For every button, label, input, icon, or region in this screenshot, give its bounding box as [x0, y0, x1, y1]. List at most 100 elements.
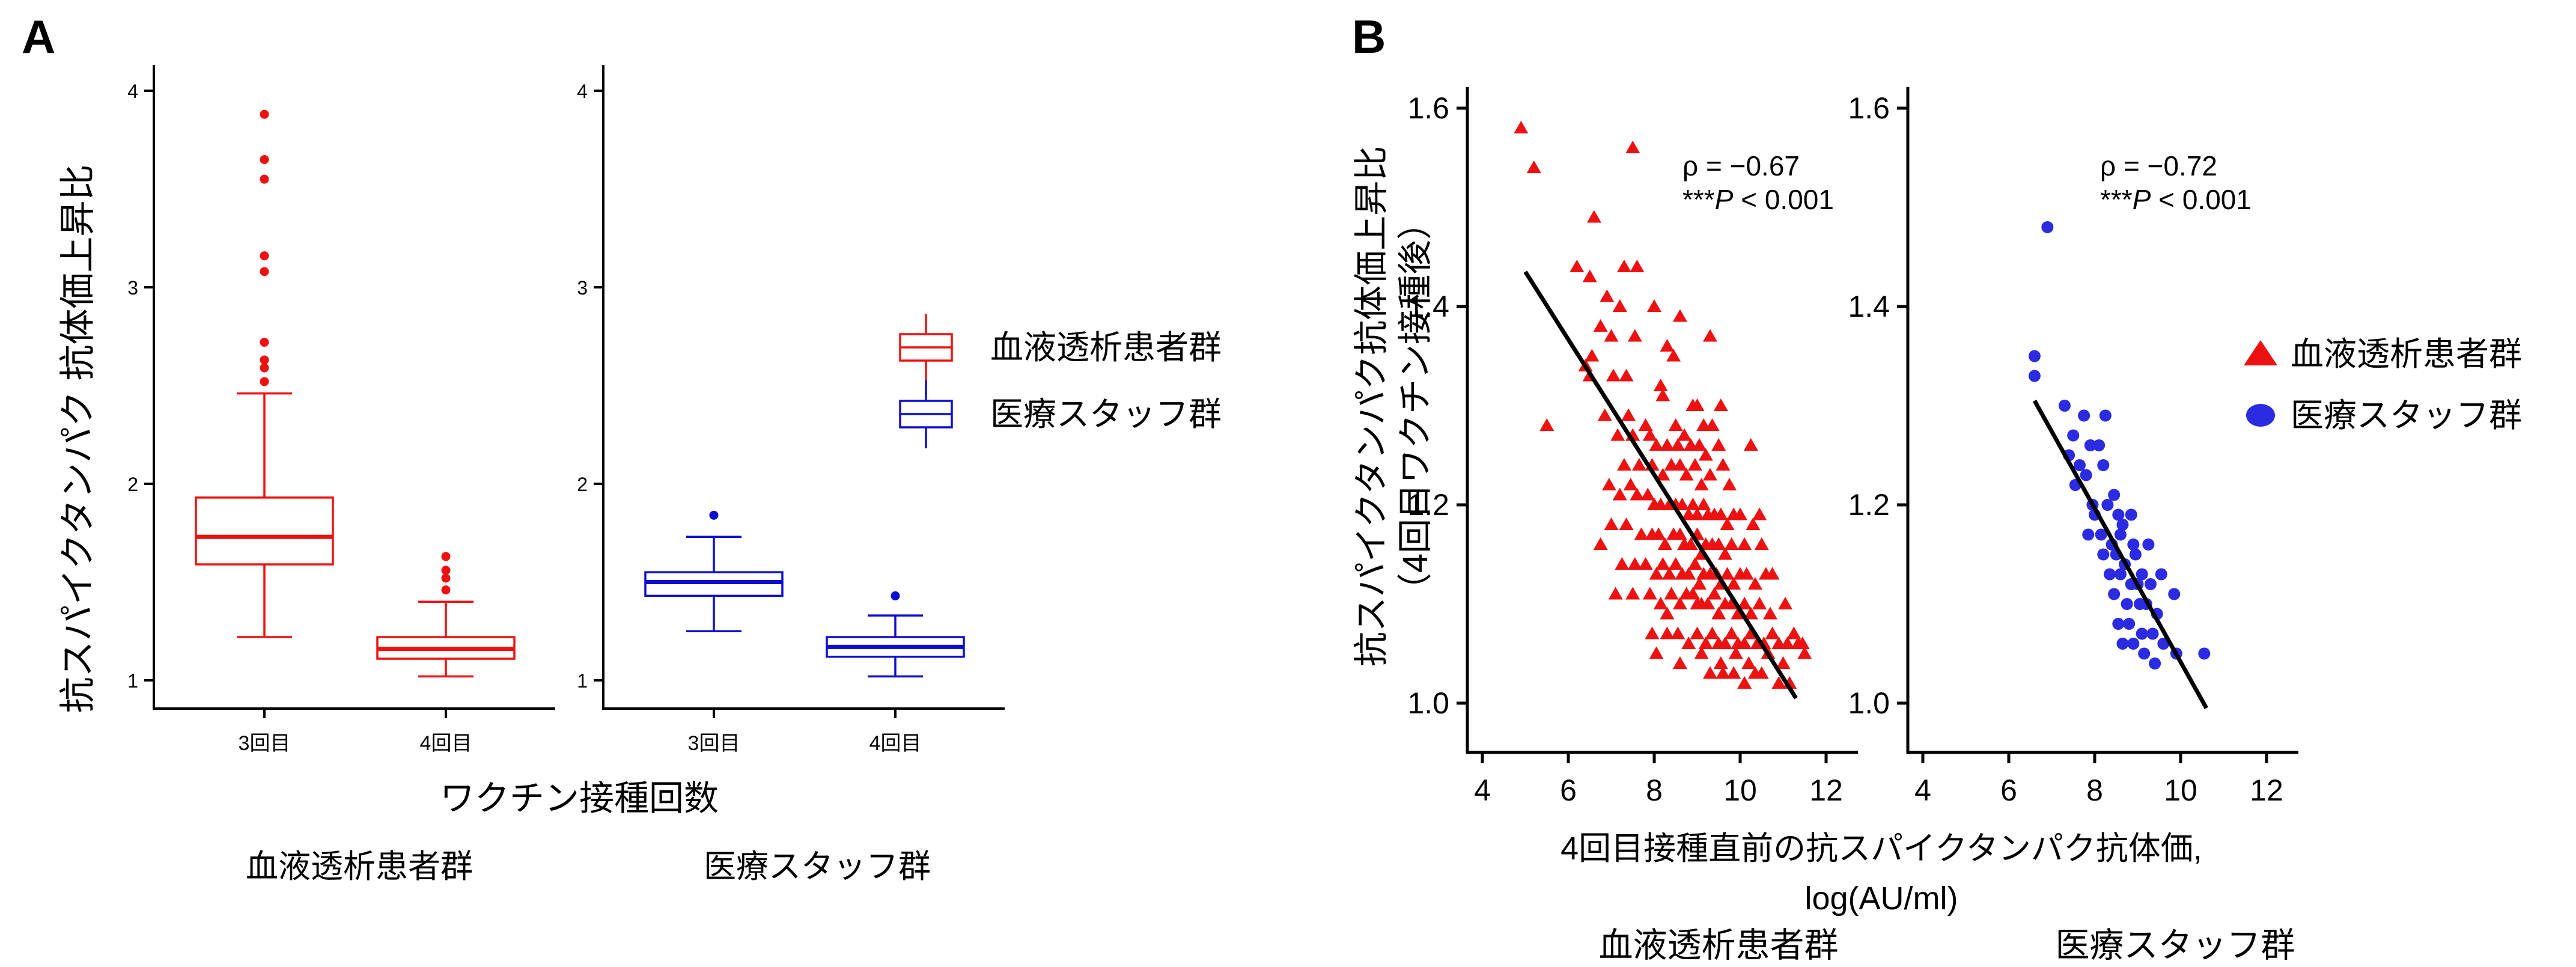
panel-a-group-label-hd: 血液透析患者群 [246, 849, 473, 885]
scatter-point-circle [2112, 618, 2125, 630]
tick-label: 12 [1809, 773, 1843, 807]
tick-label: 1.0 [1848, 686, 1890, 720]
panel-b-group-label-staff: 医療スタッフ群 [2056, 926, 2295, 965]
scatter-point-triangle [1670, 438, 1685, 451]
panel-a-x-axis-label: ワクチン接種回数 [440, 779, 719, 818]
outlier-dot [260, 267, 269, 276]
panel-a-legend [899, 314, 953, 448]
tick-label: 1.0 [1407, 686, 1449, 720]
tick-label: 1.2 [1407, 488, 1449, 522]
scatter-point-triangle [1752, 507, 1767, 520]
panel-a-boxplots: 1 2 3 4 3回目 4回目 1 2 3 4 3回目 4回目 [127, 65, 1005, 755]
scatter-point-triangle [1664, 587, 1679, 600]
scatter-point-triangle [1724, 626, 1739, 639]
scatter-point-circle [2067, 429, 2080, 442]
scatter-point-triangle [1593, 537, 1608, 550]
scatter-point-circle [2129, 548, 2142, 561]
scatter-point-circle [2136, 627, 2148, 640]
scatter-point-triangle [1728, 646, 1743, 659]
scatter-point-triangle [1717, 636, 1732, 649]
scatter-point-triangle [1711, 606, 1726, 620]
tick-label: 6 [2000, 773, 2017, 807]
scatter-point-triangle [1726, 666, 1741, 679]
scatter-point-triangle [1713, 656, 1728, 669]
scatter-point-triangle [1621, 408, 1636, 421]
scatter-point-triangle [1634, 527, 1649, 540]
panel-a-legend-label-hd: 血液透析患者群 [990, 329, 1222, 366]
scatter-point-triangle [1625, 587, 1640, 600]
legend-circle-marker [2246, 404, 2275, 427]
outlier-dot [441, 585, 451, 595]
scatter-point-triangle [1610, 428, 1625, 441]
scatter-point-triangle [1690, 398, 1705, 411]
scatter-point-triangle [1743, 438, 1758, 451]
scatter-point-triangle [1649, 567, 1664, 580]
scatter-point-circle [2116, 638, 2129, 650]
scatter-point-triangle [1668, 418, 1683, 431]
scatter-point-triangle [1675, 498, 1690, 510]
scatter-point-triangle [1660, 438, 1675, 451]
scatter-point-triangle [1645, 626, 1660, 639]
tick-label: 1.6 [1407, 91, 1449, 125]
panel-b-x-axis-label-line2: log(AU/ml) [1804, 880, 1958, 917]
scatter-point-triangle [1668, 557, 1683, 570]
scatter-point-triangle [1612, 487, 1627, 501]
scatter-point-triangle [1690, 626, 1705, 639]
outlier-dot [260, 174, 269, 184]
tick-label: 3 [577, 277, 588, 299]
scatter-point-triangle [1765, 567, 1780, 580]
scatter-point-triangle [1707, 587, 1722, 600]
tick-label: 1.4 [1848, 290, 1890, 323]
scatter-point-triangle [1539, 418, 1554, 431]
scatter-point-triangle [1586, 210, 1601, 223]
panel-b-y-axis-label-line1: 抗スパイクタンパク抗体価上昇比 [1352, 146, 1391, 667]
tick-label: 1.2 [1848, 488, 1890, 522]
outlier-dot [260, 251, 269, 261]
scatter-point-triangle [1713, 398, 1728, 411]
panel-a-group-label-staff: 医療スタッフ群 [704, 849, 931, 885]
scatter-point-triangle [1653, 597, 1668, 609]
scatter-point-circle [2073, 459, 2086, 471]
scatter-point-triangle [1737, 597, 1752, 609]
scatter-point-circle [2097, 548, 2110, 561]
scatter-point-circle [2142, 538, 2155, 551]
scatter-point-triangle [1642, 428, 1657, 441]
scatter-point-triangle [1604, 329, 1619, 342]
axis [1466, 87, 1858, 754]
scatter-point-circle [2041, 221, 2054, 233]
scatter-point-triangle [1698, 636, 1713, 649]
scatter-point-triangle [1724, 537, 1739, 550]
outlier-dot [260, 355, 269, 365]
tick-label: 4 [1914, 773, 1931, 807]
scatter-point-triangle [1604, 517, 1619, 530]
scatter-point-triangle [1720, 517, 1735, 530]
outlier-dot [441, 573, 451, 583]
tick-label: 10 [1723, 773, 1757, 807]
scatter-point-triangle [1606, 368, 1621, 382]
scatter-point-triangle [1616, 260, 1631, 272]
scatter-point-triangle [1786, 626, 1801, 639]
scatter-point-triangle [1741, 656, 1756, 669]
tick-label: 3回目 [688, 732, 740, 755]
scatter-point-circle [2028, 370, 2041, 382]
scatter-point-circle [2104, 568, 2116, 581]
box [195, 496, 334, 566]
scatter-point-circle [2138, 647, 2151, 660]
panel-b-group-label-hd: 血液透析患者群 [1599, 926, 1839, 965]
scatter-point-triangle [1666, 349, 1681, 362]
scatter-point-triangle [1608, 587, 1623, 600]
scatter-point-circle [2123, 618, 2136, 630]
scatter-point-triangle [1737, 636, 1752, 649]
scatter-point-triangle [1722, 478, 1737, 490]
scatter-point-triangle [1713, 507, 1728, 520]
scatter-point-triangle [1685, 587, 1701, 600]
scatter-point-triangle [1649, 438, 1664, 451]
panel-b-legend-label-hd: 血液透析患者群 [2291, 335, 2522, 373]
scatter-point-circle [2149, 657, 2161, 670]
scatter-point-triangle [1649, 646, 1664, 659]
scatter-point-triangle [1642, 587, 1657, 600]
tick-label: 4 [577, 81, 588, 102]
tick-label: 8 [1646, 773, 1663, 807]
panel-b-rho-annotation-staff: ρ = −0.72 [2100, 150, 2217, 182]
